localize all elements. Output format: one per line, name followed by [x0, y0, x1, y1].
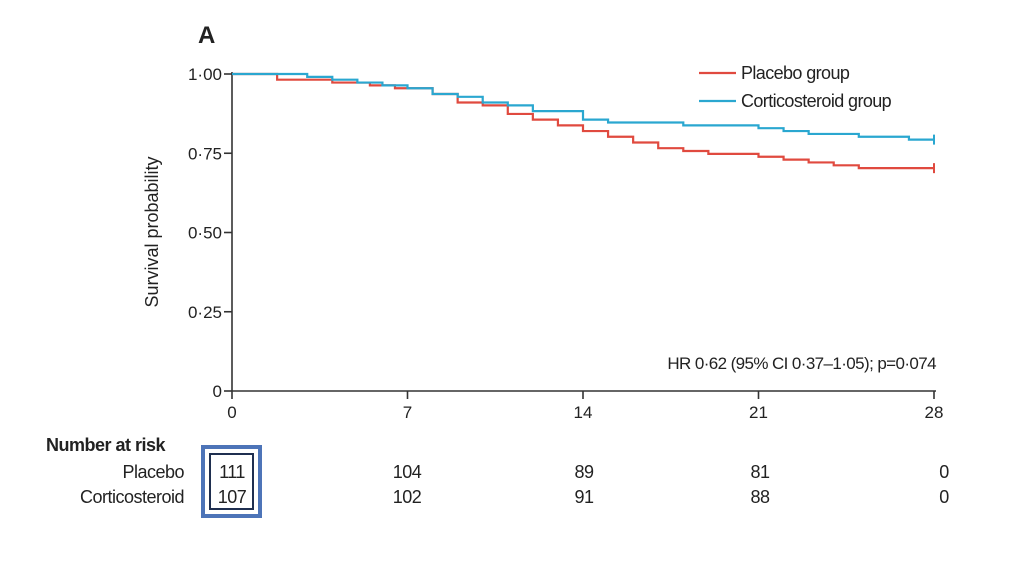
- risk-cell: 0: [939, 487, 949, 507]
- legend-label: Placebo group: [741, 63, 850, 83]
- risk-table-title: Number at risk: [46, 435, 166, 455]
- risk-cell: 88: [750, 487, 770, 507]
- chart-legend: Placebo group Corticosteroid group: [699, 63, 892, 111]
- y-axis-label: Survival probability: [142, 156, 162, 307]
- risk-cell: 111: [219, 462, 245, 482]
- risk-cell: 89: [574, 462, 594, 482]
- risk-cell: 107: [217, 487, 247, 507]
- x-tick-label: 28: [925, 403, 944, 422]
- y-tick-label: 0: [213, 382, 222, 401]
- y-tick-label: 0·50: [188, 224, 222, 243]
- risk-cell: 0: [939, 462, 949, 482]
- x-tick-label: 7: [403, 403, 412, 422]
- risk-cell: 91: [574, 487, 594, 507]
- highlight-box: [201, 445, 262, 518]
- risk-cell: 81: [750, 462, 770, 482]
- series-layer: [232, 72, 935, 174]
- risk-cell: 104: [392, 462, 422, 482]
- y-tick-label: 1·00: [188, 65, 222, 84]
- panel-label: A: [198, 22, 216, 49]
- x-tick-label: 0: [227, 403, 236, 422]
- hazard-ratio-annotation: HR 0·62 (95% CI 0·37–1·05); p=0·074: [667, 354, 936, 373]
- series-line: [232, 72, 934, 170]
- series-line: [232, 72, 934, 141]
- legend-label: Corticosteroid group: [741, 91, 892, 111]
- risk-row-label: Placebo: [122, 462, 184, 482]
- y-tick-label: 0·75: [188, 144, 222, 163]
- risk-row-label: Corticosteroid: [79, 487, 185, 507]
- x-tick-label: 21: [749, 403, 768, 422]
- y-tick-label: 0·25: [188, 303, 222, 322]
- highlight-box-inner: [209, 453, 254, 510]
- chart-axes: 0 0·25 0·50 0·75 1·00 0 7 14 21 28: [188, 65, 943, 422]
- risk-cell: 102: [392, 487, 422, 507]
- x-tick-label: 14: [574, 403, 593, 422]
